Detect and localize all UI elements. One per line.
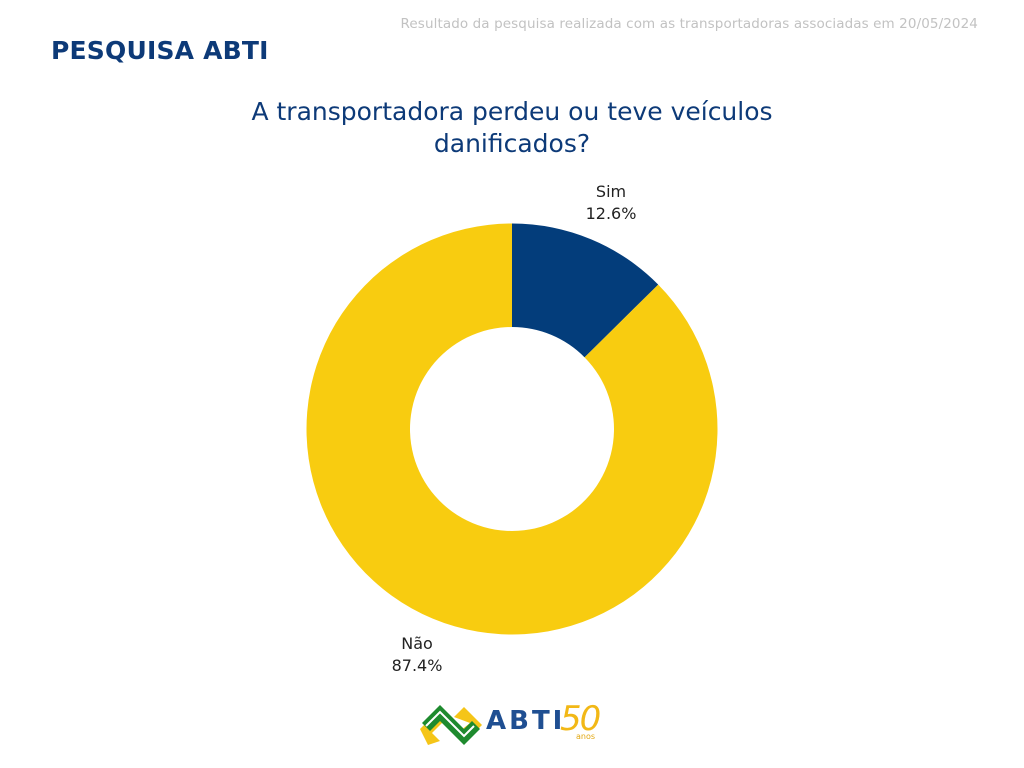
chart-title: A transportadora perdeu ou teve veículos… [0, 96, 1024, 160]
donut-slices [306, 223, 718, 635]
logo-anos: anos [576, 732, 596, 741]
survey-subtitle: Resultado da pesquisa realizada com as t… [400, 16, 978, 32]
logo-text: ABTI [486, 706, 566, 736]
slice-label-sim-value: 12.6% [585, 204, 637, 223]
logo-50: 50 [560, 699, 601, 739]
abti-logo: ABTI 50 anos [418, 697, 608, 747]
donut-slice-no [306, 223, 718, 635]
abti-logo-icon [420, 705, 482, 745]
slice-label-nao-name: Não [401, 634, 433, 653]
slice-label-nao: Não 87.4% [367, 633, 467, 677]
donut-slice-sim [512, 223, 659, 358]
chart-title-line1: A transportadora perdeu ou teve veículos [251, 97, 773, 126]
slice-label-sim-name: Sim [595, 182, 627, 201]
brand-title: PESQUISA ABTI [51, 36, 269, 65]
slice-label-sim: Sim 12.6% [561, 181, 661, 225]
slice-label-nao-value: 87.4% [391, 656, 443, 675]
chart-title-line2: danificados? [433, 129, 591, 158]
